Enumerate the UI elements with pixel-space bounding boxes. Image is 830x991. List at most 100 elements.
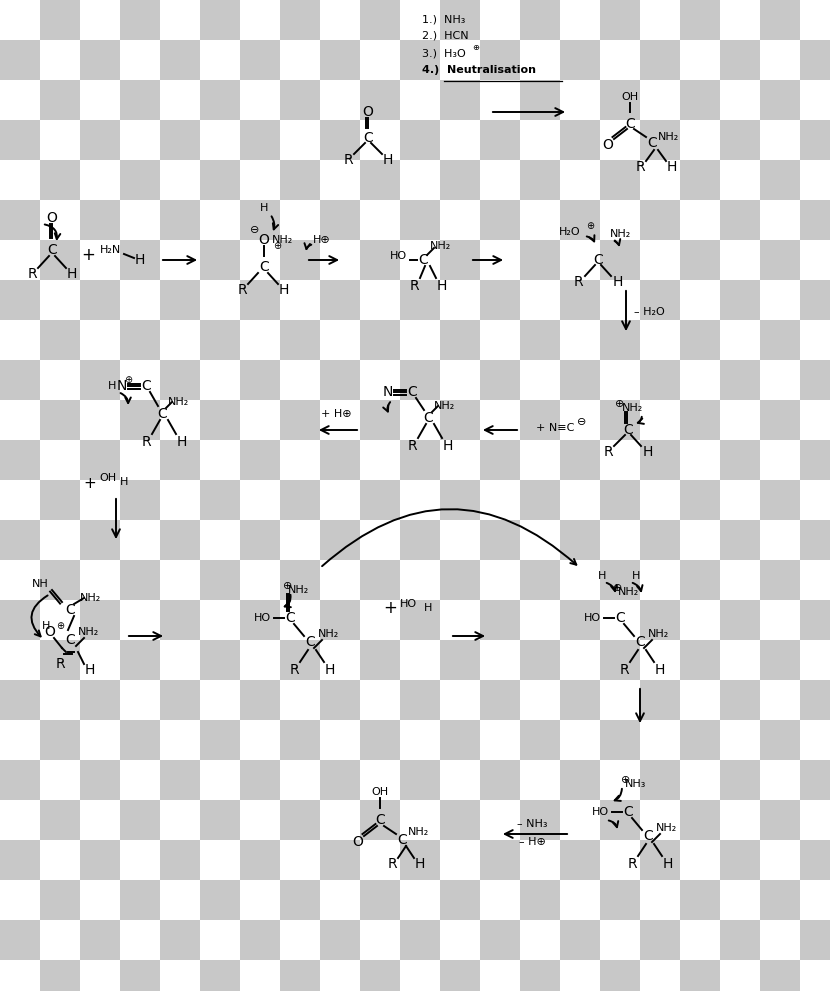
Bar	[320, 320, 360, 360]
Bar	[80, 80, 120, 120]
Bar	[360, 600, 400, 640]
Bar	[40, 80, 80, 120]
Bar	[0, 40, 40, 80]
Bar	[120, 960, 160, 991]
Bar	[400, 40, 440, 80]
Bar	[80, 240, 120, 280]
Text: NH₂: NH₂	[429, 241, 451, 251]
Bar	[640, 240, 680, 280]
Bar	[360, 240, 400, 280]
Bar	[600, 600, 640, 640]
Bar	[40, 960, 80, 991]
Bar	[240, 920, 280, 960]
Bar	[320, 600, 360, 640]
Bar	[280, 360, 320, 400]
Bar	[520, 280, 560, 320]
Bar	[800, 360, 830, 400]
Bar	[720, 80, 760, 120]
Text: C: C	[157, 407, 167, 421]
Text: +: +	[81, 246, 95, 264]
Bar	[440, 400, 480, 440]
Bar	[80, 680, 120, 720]
Bar	[280, 520, 320, 560]
Bar	[720, 0, 760, 40]
Bar	[200, 280, 240, 320]
Bar	[40, 640, 80, 680]
Bar	[800, 400, 830, 440]
Text: H: H	[108, 381, 116, 391]
Bar	[480, 40, 520, 80]
Bar	[760, 400, 800, 440]
Bar	[120, 40, 160, 80]
Bar	[600, 0, 640, 40]
Bar	[640, 200, 680, 240]
Bar	[200, 520, 240, 560]
Text: NH₂: NH₂	[408, 827, 428, 837]
Bar	[200, 200, 240, 240]
Bar	[80, 640, 120, 680]
Bar	[160, 400, 200, 440]
Bar	[680, 600, 720, 640]
Bar	[800, 200, 830, 240]
Bar	[640, 160, 680, 200]
Bar	[720, 600, 760, 640]
Bar	[400, 0, 440, 40]
Bar	[720, 880, 760, 920]
Bar	[160, 880, 200, 920]
Bar	[800, 440, 830, 480]
Text: R: R	[635, 160, 645, 174]
Bar	[720, 640, 760, 680]
Bar	[240, 360, 280, 400]
Bar	[120, 720, 160, 760]
Bar	[120, 760, 160, 800]
Bar	[520, 400, 560, 440]
Bar	[160, 40, 200, 80]
Text: C: C	[47, 243, 57, 257]
Bar	[680, 0, 720, 40]
Bar	[160, 480, 200, 520]
Text: C: C	[593, 253, 603, 267]
Bar	[720, 160, 760, 200]
Bar	[720, 800, 760, 840]
Bar	[200, 960, 240, 991]
Bar	[480, 120, 520, 160]
Bar	[440, 0, 480, 40]
Text: H₂N: H₂N	[100, 245, 120, 255]
Bar	[560, 280, 600, 320]
Bar	[520, 200, 560, 240]
Bar	[760, 200, 800, 240]
Bar	[0, 800, 40, 840]
Bar	[0, 360, 40, 400]
Bar	[80, 920, 120, 960]
Bar	[680, 720, 720, 760]
Bar	[120, 80, 160, 120]
Bar	[80, 840, 120, 880]
Bar	[120, 840, 160, 880]
Bar	[600, 360, 640, 400]
Bar	[440, 680, 480, 720]
Bar	[560, 920, 600, 960]
Bar	[0, 520, 40, 560]
Bar	[800, 280, 830, 320]
Bar	[560, 200, 600, 240]
Bar	[800, 560, 830, 600]
Bar	[480, 800, 520, 840]
Bar	[480, 400, 520, 440]
Bar	[360, 920, 400, 960]
Bar	[200, 360, 240, 400]
Bar	[640, 960, 680, 991]
Bar	[0, 440, 40, 480]
Bar	[400, 400, 440, 440]
Bar	[0, 560, 40, 600]
Bar	[760, 800, 800, 840]
Bar	[200, 320, 240, 360]
Bar	[560, 600, 600, 640]
Bar	[680, 760, 720, 800]
Bar	[160, 840, 200, 880]
Bar	[560, 120, 600, 160]
Text: HO: HO	[389, 251, 407, 261]
Bar	[80, 320, 120, 360]
Text: C: C	[286, 611, 295, 625]
Text: O: O	[353, 835, 364, 849]
Bar	[680, 400, 720, 440]
